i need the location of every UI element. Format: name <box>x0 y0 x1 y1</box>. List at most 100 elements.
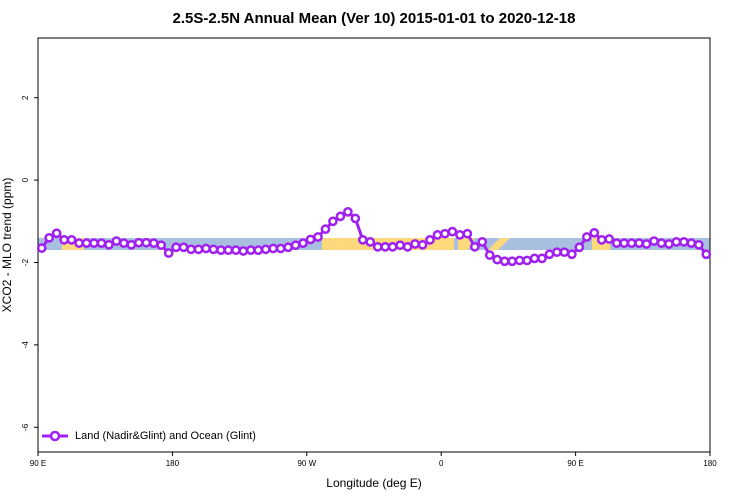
data-point <box>305 234 316 245</box>
data-point <box>119 238 129 248</box>
chart-title: 2.5S-2.5N Annual Mean (Ver 10) 2015-01-0… <box>173 10 576 27</box>
data-point <box>701 249 712 260</box>
y-tick-label: -4 <box>21 341 30 349</box>
data-point <box>171 242 181 253</box>
data-point <box>664 239 674 249</box>
data-point <box>186 244 196 255</box>
data-point <box>455 230 465 240</box>
data-point <box>671 237 682 247</box>
data-point <box>313 232 323 242</box>
data-point <box>156 240 167 251</box>
data-point <box>544 249 555 260</box>
data-point <box>231 245 241 255</box>
data-point <box>260 244 271 255</box>
data-point <box>604 234 615 244</box>
x-tick-label: 90 E <box>30 459 46 468</box>
data-point <box>96 238 107 248</box>
data-point <box>372 242 383 252</box>
data-point <box>499 256 510 267</box>
data-point <box>208 244 219 255</box>
data-point <box>552 247 562 258</box>
data-point <box>357 235 368 245</box>
y-tick-label: -2 <box>21 258 30 266</box>
data-point <box>484 250 495 260</box>
data-point <box>425 235 435 245</box>
y-axis-label: XCO2 - MLO trend (ppm) <box>0 178 14 313</box>
data-point <box>74 238 84 248</box>
data-point <box>387 242 398 252</box>
y-tick-label: 0 <box>21 177 30 182</box>
legend: Land (Nadir&Glint) and Ocean (Glint) <box>42 430 256 442</box>
data-point <box>89 238 99 248</box>
data-point <box>589 227 600 238</box>
data-point <box>679 237 689 247</box>
x-axis-label: Longitude (deg E) <box>326 476 421 490</box>
data-point <box>537 253 547 264</box>
data-point <box>126 239 137 250</box>
data-point <box>365 237 376 247</box>
data-point <box>320 224 331 234</box>
data-point <box>649 236 659 246</box>
data-point <box>641 239 652 249</box>
data-point <box>402 242 413 252</box>
data-point <box>686 238 697 248</box>
legend-marker <box>49 430 61 442</box>
data-point <box>380 242 391 252</box>
data-point <box>148 238 159 248</box>
data-point <box>492 254 503 265</box>
data-point <box>596 235 607 245</box>
data-point <box>477 237 488 247</box>
data-point <box>290 240 301 251</box>
data-point <box>611 238 622 248</box>
data-point <box>268 243 279 254</box>
data-point <box>201 243 211 254</box>
y-tick-label: 2 <box>21 95 30 100</box>
data-point <box>111 236 122 246</box>
data-point <box>44 232 55 243</box>
data-point <box>619 238 629 248</box>
data-point <box>350 213 361 224</box>
data-point <box>283 242 293 253</box>
data-point <box>133 237 144 248</box>
data-point <box>81 238 92 248</box>
data-point <box>462 228 473 239</box>
data-point <box>59 235 69 245</box>
data-point <box>395 240 405 251</box>
data-point <box>275 243 286 254</box>
y-tick-label: -6 <box>21 423 30 431</box>
data-point <box>141 237 152 248</box>
data-point <box>104 239 114 250</box>
x-tick-label: 90 E <box>567 459 583 468</box>
data-point <box>634 238 644 248</box>
data-point <box>432 230 443 240</box>
data-point <box>417 239 428 250</box>
x-tick-label: 0 <box>439 459 444 468</box>
data-point <box>223 245 234 255</box>
x-tick-label: 180 <box>166 459 180 468</box>
x-tick-label: 90 W <box>297 459 316 468</box>
data-point <box>529 253 540 264</box>
data-point <box>253 245 264 255</box>
data-point <box>51 228 62 239</box>
data-point <box>66 235 77 245</box>
data-point <box>567 249 577 260</box>
data-point <box>581 232 592 242</box>
data-point <box>574 242 585 253</box>
data-point <box>163 248 174 258</box>
data-point <box>507 256 517 267</box>
x-tick-label: 180 <box>703 459 717 468</box>
data-point <box>193 244 204 255</box>
data-point <box>178 242 189 253</box>
data-point <box>328 216 338 227</box>
legend-label: Land (Nadir&Glint) and Ocean (Glint) <box>75 430 256 442</box>
data-point <box>298 238 308 248</box>
data-point <box>440 228 450 239</box>
data-point <box>514 255 525 266</box>
data-point <box>559 247 570 258</box>
data-point <box>693 239 704 250</box>
data-point <box>522 255 532 266</box>
data-point <box>626 238 637 248</box>
data-point <box>238 246 249 256</box>
data-point <box>469 242 480 252</box>
